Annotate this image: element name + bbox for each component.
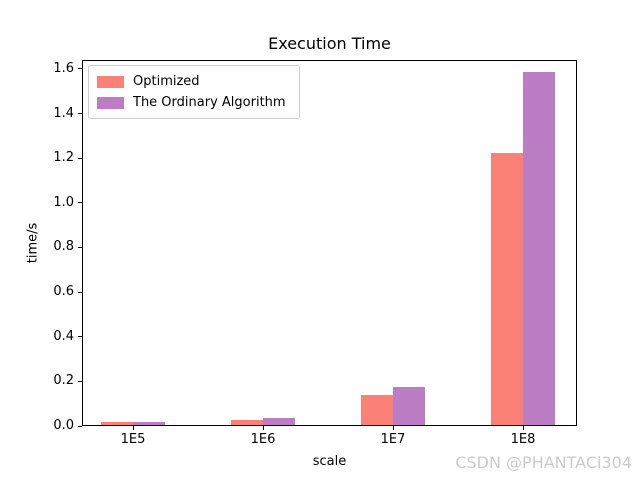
x-tick-label: 1E5 [120,432,146,447]
bar-the-ordinary-algorithm [133,421,165,425]
y-tick-mark [78,68,82,70]
bar-optimized [361,394,393,425]
x-tick-mark [263,426,264,430]
y-tick-mark [78,380,82,382]
y-tick-label: 0.2 [53,373,74,389]
y-axis-label: time/s [25,222,41,264]
legend-item: Optimized [97,71,291,92]
y-tick-label: 0.8 [53,239,74,255]
legend-item: The Ordinary Algorithm [97,92,291,113]
y-tick-mark [78,336,82,338]
chart-title: Execution Time [268,34,391,53]
bar-optimized [491,152,523,425]
legend-label: The Ordinary Algorithm [133,95,286,110]
y-tick-label: 0.4 [53,328,74,344]
x-axis-label: scale [312,454,347,469]
watermark: CSDN @PHANTACi304 [455,453,632,472]
y-tick-label: 1.4 [53,105,74,121]
x-tick-label: 1E8 [510,432,536,447]
y-tick-mark [78,202,82,204]
x-tick-label: 1E6 [250,432,276,447]
x-tick-label: 1E7 [380,432,406,447]
bar-the-ordinary-algorithm [523,72,555,425]
y-tick-mark [78,291,82,293]
bar-the-ordinary-algorithm [393,387,425,425]
bar-optimized [101,422,133,425]
y-tick-mark [78,246,82,248]
legend-swatch [97,96,124,109]
y-tick-mark [78,113,82,115]
y-tick-label: 1.6 [53,60,74,76]
legend-swatch [97,75,124,88]
y-tick-label: 0.6 [53,284,74,300]
bar-the-ordinary-algorithm [263,418,295,425]
x-tick-mark [523,426,524,430]
legend: Optimized The Ordinary Algorithm [88,65,300,119]
y-tick-mark [78,157,82,159]
x-tick-mark [133,426,134,430]
x-tick-mark [393,426,394,430]
y-tick-label: 1.2 [53,150,74,166]
y-tick-mark [78,425,82,427]
y-tick-label: 0.0 [53,418,74,433]
legend-label: Optimized [133,74,200,89]
y-tick-label: 1.0 [53,194,74,210]
bar-optimized [231,420,263,425]
